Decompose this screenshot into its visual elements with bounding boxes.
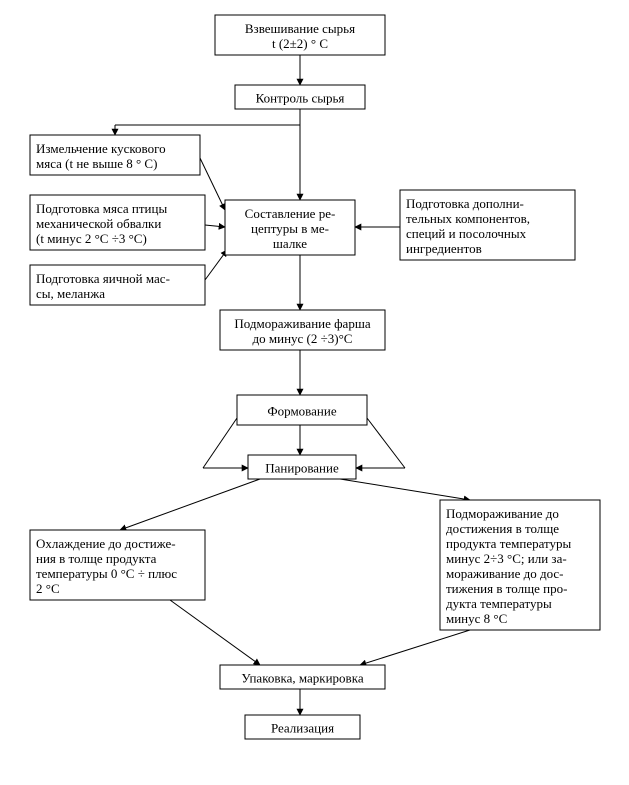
node-label: 2 °С — [36, 581, 60, 596]
flow-edge — [367, 418, 405, 468]
flow-edge — [120, 479, 260, 530]
node-label: ния в толще продукта — [36, 551, 157, 566]
flow-node-n5: Подготовка яичной мас-сы, меланжа — [30, 265, 205, 305]
flow-edge — [340, 479, 470, 500]
flow-node-n7: Подготовка дополни-тельных компонентов,с… — [400, 190, 575, 260]
flow-edge — [203, 418, 237, 468]
node-label: Охлаждение до достиже- — [36, 536, 176, 551]
node-label: дукта температуры — [446, 596, 552, 611]
node-label: Контроль сырья — [256, 91, 345, 106]
flow-node-n4: Подготовка мяса птицымеханической обвалк… — [30, 195, 205, 250]
flow-node-n14: Реализация — [245, 715, 360, 739]
node-label: Подготовка яичной мас- — [36, 271, 170, 286]
node-label: t (2±2) ° С — [272, 36, 328, 51]
node-label: Подмораживание до — [446, 506, 559, 521]
node-label: минус 2÷3 °С; или за- — [446, 551, 567, 566]
node-label: температуры 0 °С ÷ плюс — [36, 566, 177, 581]
flow-edge — [205, 225, 225, 227]
flow-node-n1: Взвешивание сырьяt (2±2) ° С — [215, 15, 385, 55]
flow-node-n9: Формование — [237, 395, 367, 425]
node-label: Взвешивание сырья — [245, 21, 355, 36]
node-label: цептуры в ме- — [251, 221, 329, 236]
node-label: механической обвалки — [36, 216, 161, 231]
node-label: Реализация — [271, 721, 334, 736]
flow-node-n11: Охлаждение до достиже-ния в толще продук… — [30, 530, 205, 600]
flow-node-n2: Контроль сырья — [235, 85, 365, 109]
flow-edge — [360, 630, 470, 665]
node-label: Упаковка, маркировка — [241, 671, 363, 686]
node-label: достижения в толще — [446, 521, 559, 536]
flow-node-n12: Подмораживание додостижения в толщепроду… — [440, 500, 600, 630]
node-label: тельных компонентов, — [406, 211, 530, 226]
node-label: минус 8 °С — [446, 611, 507, 626]
node-label: мяса (t не выше 8 ° С) — [36, 156, 157, 171]
flow-node-n6: Составление ре-цептуры в ме-шалке — [225, 200, 355, 255]
flow-node-n3: Измельчение кусковогомяса (t не выше 8 °… — [30, 135, 200, 175]
flowchart-canvas: Взвешивание сырьяt (2±2) ° С Контроль сыр… — [0, 0, 629, 785]
flow-node-n8: Подмораживание фаршадо минус (2 ÷3)°С — [220, 310, 385, 350]
node-label: тижения в толще про- — [446, 581, 567, 596]
flow-edge — [205, 250, 227, 280]
flow-node-n10: Панирование — [248, 455, 356, 479]
node-label: до минус (2 ÷3)°С — [253, 331, 353, 346]
node-label: Формование — [267, 404, 336, 419]
node-label: Составление ре- — [245, 206, 336, 221]
node-label: ингредиентов — [406, 241, 482, 256]
node-label: сы, меланжа — [36, 286, 105, 301]
flow-edge — [170, 600, 260, 665]
node-label: специй и посолочных — [406, 226, 527, 241]
flow-node-n13: Упаковка, маркировка — [220, 665, 385, 689]
node-label: Подготовка мяса птицы — [36, 201, 167, 216]
node-label: шалке — [273, 236, 307, 251]
node-label: мораживание до дос- — [446, 566, 564, 581]
node-label: Подготовка дополни- — [406, 196, 524, 211]
node-label: продукта температуры — [446, 536, 572, 551]
node-label: Панирование — [265, 461, 339, 476]
node-label: (t минус 2 °С ÷3 °С) — [36, 231, 147, 246]
node-label: Подмораживание фарша — [234, 316, 370, 331]
node-label: Измельчение кускового — [36, 141, 166, 156]
